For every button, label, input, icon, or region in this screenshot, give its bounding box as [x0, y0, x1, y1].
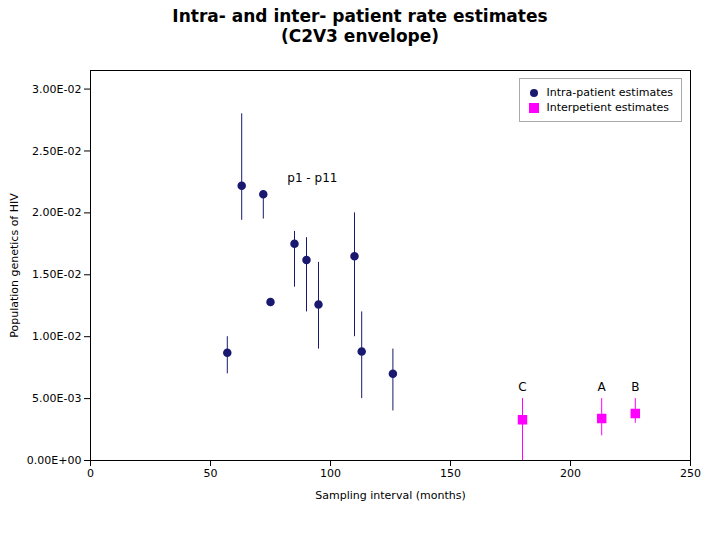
- svg-text:Population genetics of HIV: Population genetics of HIV: [8, 193, 21, 338]
- svg-text:p1 - p11: p1 - p11: [287, 171, 337, 185]
- svg-text:B: B: [631, 380, 639, 394]
- svg-text:2.00E-02: 2.00E-02: [32, 206, 81, 219]
- svg-text:0: 0: [87, 467, 94, 480]
- svg-text:A: A: [598, 380, 607, 394]
- svg-text:3.00E-02: 3.00E-02: [32, 83, 81, 96]
- svg-text:100: 100: [320, 467, 341, 480]
- svg-text:Sampling interval (months): Sampling interval (months): [315, 489, 465, 502]
- html-text:Interpetient estimates: Interpetient estimates: [546, 101, 670, 114]
- svg-text:2.50E-02: 2.50E-02: [32, 144, 81, 157]
- svg-text:250: 250: [680, 467, 701, 480]
- svg-text:150: 150: [440, 467, 461, 480]
- svg-text:1.50E-02: 1.50E-02: [32, 268, 81, 281]
- svg-text:5.00E-03: 5.00E-03: [32, 392, 81, 405]
- svg-text:1.00E-02: 1.00E-02: [32, 330, 81, 343]
- svg-text:200: 200: [560, 467, 581, 480]
- html-text:Intra-patient estimates: Intra-patient estimates: [546, 86, 673, 99]
- html-text:Intra- and inter- patient rate: Intra- and inter- patient rate estimates…: [172, 6, 548, 46]
- svg-text:50: 50: [204, 467, 218, 480]
- svg-text:C: C: [518, 380, 526, 394]
- svg-text:0.00E+00: 0.00E+00: [27, 454, 82, 467]
